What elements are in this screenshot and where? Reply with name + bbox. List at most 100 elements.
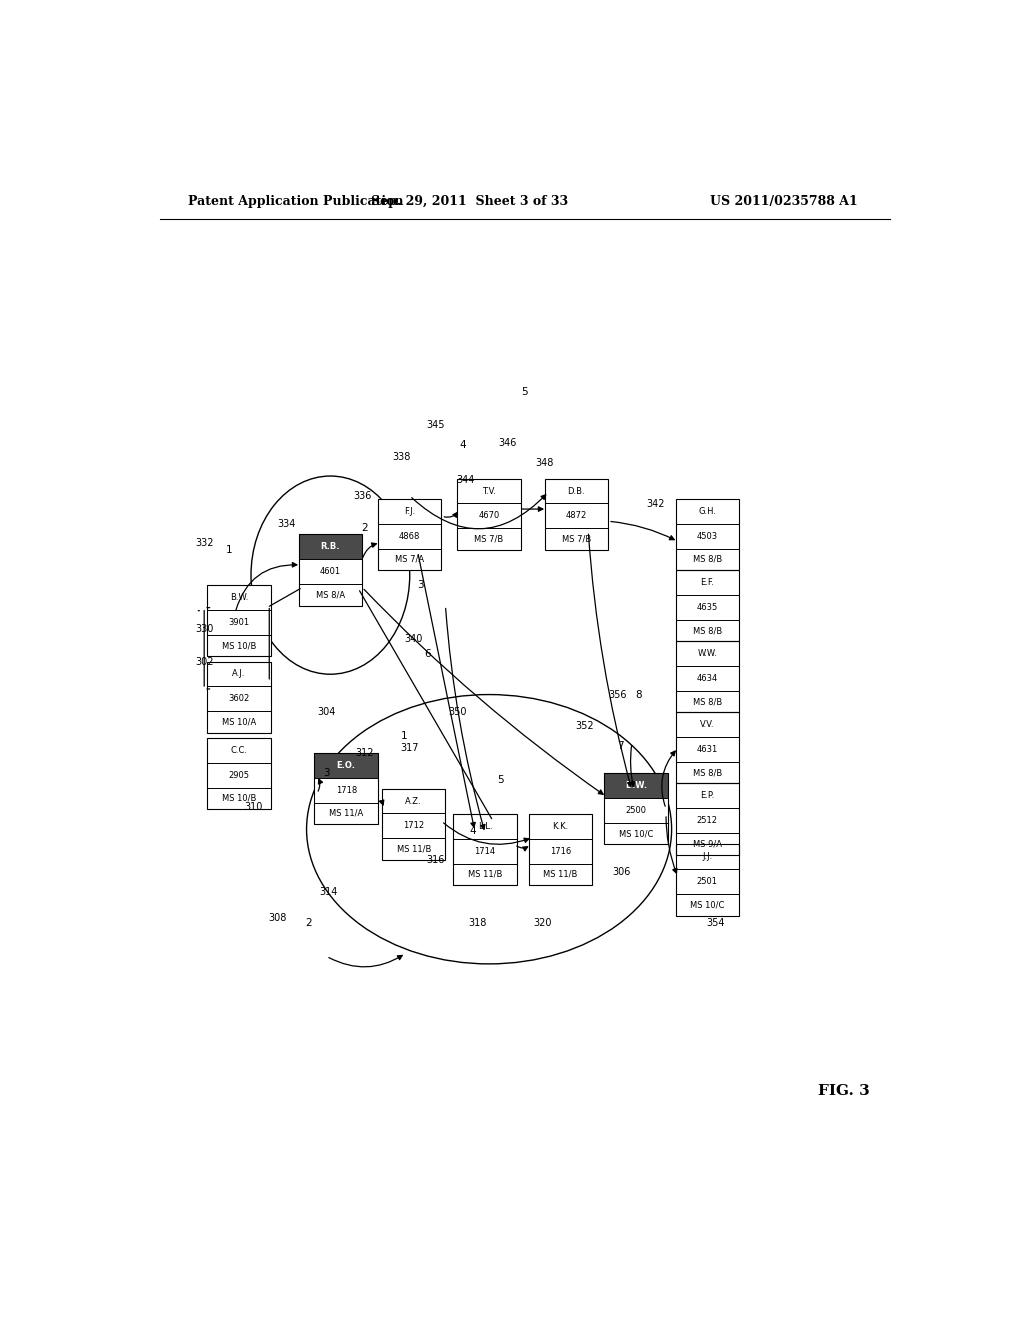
Bar <box>676 499 739 570</box>
Text: 356: 356 <box>608 690 627 700</box>
Text: B.W.: B.W. <box>230 593 248 602</box>
Text: MS 10/B: MS 10/B <box>222 793 256 803</box>
Bar <box>604 774 668 799</box>
Text: 1716: 1716 <box>550 847 571 855</box>
Text: 4670: 4670 <box>478 511 500 520</box>
Text: 3: 3 <box>324 768 330 779</box>
Text: 344: 344 <box>456 475 474 484</box>
Text: MS 7/A: MS 7/A <box>395 554 424 564</box>
Text: 2500: 2500 <box>626 807 646 816</box>
Bar <box>382 788 445 859</box>
Text: 2905: 2905 <box>228 771 250 780</box>
Text: E.O.: E.O. <box>337 760 355 770</box>
Text: L.L.: L.L. <box>478 822 493 830</box>
Bar <box>676 642 739 713</box>
Text: 6: 6 <box>425 649 431 660</box>
Text: Patent Application Publication: Patent Application Publication <box>187 194 403 207</box>
Bar <box>458 479 521 549</box>
Text: R.B.: R.B. <box>321 543 340 552</box>
Text: MS 8/B: MS 8/B <box>692 626 722 635</box>
Text: 352: 352 <box>575 721 594 730</box>
Text: MS 10/B: MS 10/B <box>222 642 256 651</box>
Text: MS 8/B: MS 8/B <box>692 697 722 706</box>
Bar <box>207 585 270 656</box>
Text: 334: 334 <box>278 519 296 529</box>
Bar <box>676 713 739 784</box>
Text: G.H.: G.H. <box>698 507 717 516</box>
Text: W.W.: W.W. <box>697 649 717 659</box>
Text: 320: 320 <box>534 917 552 928</box>
Text: MS 8/A: MS 8/A <box>315 590 345 599</box>
Bar <box>676 784 739 854</box>
Text: MS 11/B: MS 11/B <box>544 870 578 879</box>
Text: 4601: 4601 <box>319 568 341 577</box>
Text: 1718: 1718 <box>336 785 357 795</box>
Bar <box>207 585 270 656</box>
Text: 342: 342 <box>646 499 665 510</box>
Text: 302: 302 <box>196 656 214 667</box>
Text: 8: 8 <box>635 690 642 700</box>
Bar <box>676 570 739 642</box>
Bar <box>314 752 378 777</box>
Bar <box>604 774 668 845</box>
Text: 332: 332 <box>196 537 214 548</box>
Text: 5: 5 <box>498 775 504 785</box>
Bar <box>604 774 668 845</box>
Text: E.F.: E.F. <box>700 578 715 587</box>
Text: V.V.: V.V. <box>700 721 715 729</box>
Bar <box>676 845 739 916</box>
Text: 1: 1 <box>226 545 232 554</box>
Text: 348: 348 <box>536 458 554 469</box>
Text: MS 10/A: MS 10/A <box>222 718 256 726</box>
Text: 336: 336 <box>353 491 372 500</box>
Text: 308: 308 <box>268 912 287 923</box>
Text: T.V.: T.V. <box>482 487 496 495</box>
Text: MS 7/B: MS 7/B <box>474 535 504 544</box>
Text: 350: 350 <box>449 708 467 717</box>
Text: E.P.: E.P. <box>700 792 715 800</box>
Text: MS 10/C: MS 10/C <box>690 900 725 909</box>
Text: 4635: 4635 <box>696 603 718 612</box>
Text: MS 11/A: MS 11/A <box>329 809 364 818</box>
Text: 310: 310 <box>244 801 262 812</box>
Text: 3: 3 <box>417 581 423 590</box>
Text: 5: 5 <box>521 387 528 397</box>
Text: D.B.: D.B. <box>567 487 585 495</box>
Text: 1714: 1714 <box>474 847 496 855</box>
Text: MS 9/A: MS 9/A <box>693 840 722 849</box>
Text: 340: 340 <box>404 634 423 644</box>
Text: Sep. 29, 2011  Sheet 3 of 33: Sep. 29, 2011 Sheet 3 of 33 <box>371 194 568 207</box>
Text: MS 11/B: MS 11/B <box>468 870 503 879</box>
Text: 4634: 4634 <box>696 675 718 682</box>
Bar <box>676 499 739 570</box>
Text: 4631: 4631 <box>696 746 718 754</box>
Text: MS 11/B: MS 11/B <box>396 845 431 854</box>
Text: 314: 314 <box>319 887 338 898</box>
Bar <box>207 738 270 809</box>
Bar <box>299 535 362 606</box>
Bar <box>299 535 362 560</box>
Bar <box>207 661 270 733</box>
Text: 312: 312 <box>355 748 374 758</box>
Text: 3602: 3602 <box>228 694 250 704</box>
Bar <box>207 661 270 733</box>
Bar <box>676 784 739 854</box>
Text: 4868: 4868 <box>399 532 421 541</box>
Bar <box>676 570 739 642</box>
Text: 338: 338 <box>392 453 411 462</box>
Bar <box>314 752 378 824</box>
Text: 2501: 2501 <box>696 878 718 886</box>
Text: MS 10/C: MS 10/C <box>618 829 653 838</box>
Text: 354: 354 <box>706 917 725 928</box>
Text: 4872: 4872 <box>565 511 587 520</box>
Text: F.J.: F.J. <box>404 507 416 516</box>
Text: 3901: 3901 <box>228 618 250 627</box>
Text: 306: 306 <box>612 867 631 876</box>
Bar <box>378 499 441 570</box>
Bar <box>676 642 739 713</box>
Bar <box>676 713 739 784</box>
Bar <box>207 738 270 809</box>
Text: FIG. 3: FIG. 3 <box>818 1085 870 1098</box>
Text: 2: 2 <box>361 523 368 533</box>
Bar <box>382 788 445 859</box>
